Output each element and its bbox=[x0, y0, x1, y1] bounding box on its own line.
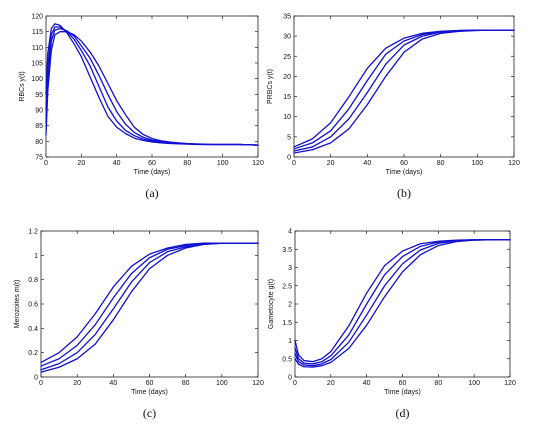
x-tick-label: 20 bbox=[327, 160, 335, 167]
chart-panel-2: 0 20 40 60 80 100 120 0 5 10 15 20 25 30 35 Time (days)… bbox=[267, 14, 520, 201]
x-axis-label: Time (days) bbox=[131, 389, 168, 396]
series-line-4 bbox=[294, 239, 511, 368]
x-tick-label: 0 bbox=[292, 160, 296, 167]
x-tick-label: 40 bbox=[113, 160, 121, 167]
y-tick-label: 3 bbox=[288, 265, 292, 272]
panel-caption: (b) bbox=[397, 186, 411, 200]
series-line-1 bbox=[294, 239, 511, 363]
y-tick-label: 1 bbox=[288, 338, 292, 345]
y-axis-label: Merozoites m(t) bbox=[14, 280, 21, 329]
y-tick-label: 0.2 bbox=[28, 350, 38, 357]
y-tick-label: 120 bbox=[31, 14, 43, 21]
x-tick-label: 60 bbox=[399, 380, 407, 387]
x-tick-label: 80 bbox=[182, 380, 190, 387]
y-tick-label: 0 bbox=[288, 375, 292, 382]
y-tick-label: 0.4 bbox=[28, 326, 38, 333]
x-tick-label: 120 bbox=[504, 380, 516, 387]
chart-panel-4: 0 20 40 60 80 100 120 0 0.5 1 1.5 2 2.5 3 3.5 4 Time (da… bbox=[268, 229, 516, 421]
x-tick-label: 100 bbox=[216, 380, 228, 387]
x-tick-label: 20 bbox=[73, 380, 81, 387]
series-line-3 bbox=[40, 242, 259, 371]
x-tick-label: 80 bbox=[434, 380, 442, 387]
y-axis-label: RBCs y(t) bbox=[19, 71, 26, 101]
y-tick-label: 30 bbox=[283, 34, 291, 41]
x-tick-label: 60 bbox=[146, 380, 154, 387]
y-tick-label: 1.5 bbox=[282, 320, 292, 327]
y-tick-label: 0.5 bbox=[282, 356, 292, 363]
y-tick-label: 115 bbox=[32, 29, 43, 36]
y-tick-label: 5 bbox=[287, 134, 291, 141]
x-tick-label: 40 bbox=[363, 380, 371, 387]
y-tick-label: 75 bbox=[35, 155, 43, 162]
y-tick-label: 0 bbox=[34, 375, 38, 382]
series-line-4 bbox=[45, 31, 259, 146]
y-tick-label: 0.8 bbox=[28, 277, 38, 284]
chart-panel-1: 0 20 40 60 80 100 120 75 80 85 90 95 100 105 110 115 120… bbox=[19, 14, 264, 201]
x-tick-label: 20 bbox=[77, 160, 85, 167]
y-tick-label: 10 bbox=[283, 114, 291, 121]
series-line-2 bbox=[293, 29, 515, 150]
series-line-2 bbox=[45, 26, 259, 146]
y-tick-label: 1.2 bbox=[28, 229, 38, 236]
series-line-2 bbox=[40, 242, 259, 367]
y-tick-label: 0 bbox=[287, 155, 291, 162]
x-tick-label: 100 bbox=[468, 380, 480, 387]
y-tick-label: 2.5 bbox=[282, 283, 292, 290]
series-line-4 bbox=[40, 242, 259, 373]
y-tick-label: 90 bbox=[35, 108, 43, 115]
x-tick-label: 120 bbox=[508, 160, 520, 167]
panel-caption: (c) bbox=[143, 406, 156, 420]
x-tick-label: 60 bbox=[400, 160, 408, 167]
series-line-3 bbox=[294, 239, 511, 367]
y-tick-label: 110 bbox=[32, 45, 43, 52]
x-tick-label: 60 bbox=[148, 160, 156, 167]
y-tick-label: 0.6 bbox=[28, 302, 38, 309]
plot-frame bbox=[293, 15, 515, 158]
y-tick-label: 15 bbox=[283, 94, 291, 101]
x-tick-label: 80 bbox=[183, 160, 191, 167]
x-tick-label: 0 bbox=[293, 380, 297, 387]
x-tick-label: 120 bbox=[252, 160, 264, 167]
y-tick-label: 20 bbox=[283, 74, 291, 81]
y-tick-label: 95 bbox=[35, 92, 43, 99]
x-axis-label: Time (days) bbox=[386, 169, 423, 176]
y-tick-label: 25 bbox=[283, 54, 291, 61]
x-tick-label: 40 bbox=[363, 160, 371, 167]
x-tick-label: 100 bbox=[217, 160, 229, 167]
series-line-2 bbox=[294, 239, 511, 365]
panel-caption: (a) bbox=[145, 186, 158, 200]
y-axis-label: PRBCs y(t) bbox=[267, 69, 274, 104]
y-tick-label: 2 bbox=[288, 302, 292, 309]
x-tick-label: 0 bbox=[44, 160, 48, 167]
x-tick-label: 80 bbox=[437, 160, 445, 167]
y-tick-label: 3.5 bbox=[282, 247, 292, 254]
y-axis-label: Gametocyte g(t) bbox=[268, 279, 275, 329]
y-tick-label: 100 bbox=[31, 76, 43, 83]
y-tick-label: 1 bbox=[34, 253, 38, 260]
series-line-1 bbox=[40, 242, 259, 364]
x-tick-label: 120 bbox=[252, 380, 264, 387]
x-tick-label: 20 bbox=[327, 380, 335, 387]
x-tick-label: 0 bbox=[39, 380, 43, 387]
y-tick-label: 80 bbox=[35, 139, 43, 146]
chart-panel-3: 0 20 40 60 80 100 120 0 0.2 0.4 0.6 0.8 1 1.2 Time (da… bbox=[14, 229, 264, 421]
x-axis-label: Time (days) bbox=[384, 389, 421, 396]
series-line-4 bbox=[293, 29, 515, 154]
x-axis-label: Time (days) bbox=[134, 169, 171, 176]
panel-caption: (d) bbox=[396, 406, 410, 420]
y-tick-label: 4 bbox=[288, 229, 292, 236]
y-tick-label: 105 bbox=[31, 61, 43, 68]
y-tick-label: 85 bbox=[35, 123, 43, 130]
y-tick-label: 35 bbox=[283, 14, 291, 21]
x-tick-label: 100 bbox=[471, 160, 483, 167]
series-line-1 bbox=[293, 29, 515, 148]
x-tick-label: 40 bbox=[109, 380, 117, 387]
